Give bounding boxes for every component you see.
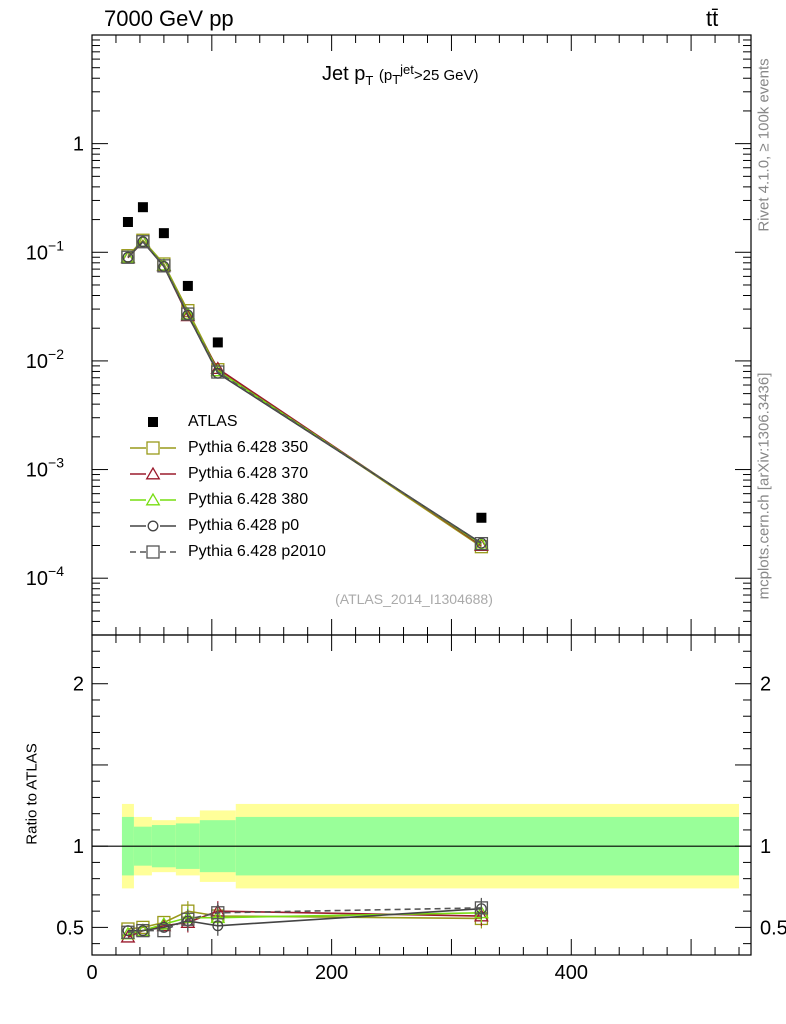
- legend-marker: [148, 417, 158, 427]
- ratio-y-tick-label-right: 1: [760, 836, 771, 858]
- legend-item: Pythia 6.428 p0: [130, 516, 390, 536]
- ratio-y-tick-label-left: 2: [73, 674, 84, 696]
- legend-marker-bg: [146, 545, 160, 559]
- main-y-tick-label: 10−1: [26, 237, 64, 264]
- main-y-tick-label: 1: [73, 134, 84, 156]
- x-tick-label: 200: [315, 962, 348, 984]
- axes-frame: [91, 34, 752, 956]
- title-main: Jet p: [322, 63, 366, 85]
- legend-marker: [146, 545, 160, 559]
- legend-marker-bg: [146, 493, 160, 507]
- title-cut: >25 GeV): [413, 67, 479, 84]
- atlas-data-point: [476, 512, 487, 523]
- chart-title: Jet pT (pTjet>25 GeV): [322, 62, 479, 88]
- ratio-y-tick-label-left: 0.5: [56, 917, 84, 939]
- ratio-point-pythia-6-428-p2010: [211, 906, 225, 920]
- series-point-pythia-6-428-380: [156, 257, 172, 271]
- title-sup-jet: jet: [400, 62, 414, 77]
- series-point-pythia-6-428-p2010: [474, 536, 489, 551]
- legend-label: Pythia 6.428 370: [188, 465, 309, 482]
- energy-label: 7000 GeV pp: [104, 6, 234, 31]
- legend-label: Pythia 6.428 p0: [188, 517, 300, 534]
- legend-marker: [147, 520, 159, 532]
- ratio-point-pythia-6-428-p2010: [157, 923, 171, 938]
- legend-item: Pythia 6.428 p2010: [130, 542, 390, 562]
- main-y-tick-label: 10−3: [26, 455, 64, 482]
- series-point-pythia-6-428-p2010: [136, 235, 150, 249]
- ratio-point-pythia-6-428-p2010: [181, 912, 195, 926]
- legend-item: Pythia 6.428 380: [130, 490, 390, 510]
- atlas-data-point: [158, 228, 169, 239]
- legend-label: Pythia 6.428 350: [188, 439, 309, 456]
- ratio-axis-label: Ratio to ATLAS: [23, 743, 41, 845]
- legend-item: ATLAS: [130, 412, 390, 432]
- legend-label: Pythia 6.428 p2010: [188, 543, 326, 560]
- ratio-y-tick-label-left: 1: [73, 836, 84, 858]
- legend-marker: [145, 492, 161, 506]
- ratio-point-pythia-6-428-p2010: [121, 925, 135, 939]
- legend-label: ATLAS: [188, 413, 238, 430]
- series-line-pythia-6-428-p2010: [127, 240, 482, 545]
- legend-item: Pythia 6.428 370: [130, 464, 390, 484]
- main-y-tick-label: 10−2: [26, 346, 64, 373]
- rivet-version-label: Rivet 4.1.0, ≥ 100k events: [755, 58, 773, 232]
- series-point-pythia-6-428-p2010: [121, 250, 135, 264]
- source-reference-label: mcplots.cern.ch [arXiv:1306.3436]: [755, 372, 773, 600]
- atlas-data-point: [122, 216, 133, 227]
- atlas-data-points: [122, 202, 487, 523]
- title-paren: (p: [378, 67, 393, 84]
- main-y-tick-label: 10−4: [26, 563, 64, 590]
- legend-marker-bg: [146, 467, 160, 481]
- series-point-pythia-6-428-p2010: [211, 365, 225, 379]
- title-sub-t2: T: [392, 72, 401, 87]
- series-point-pythia-6-428-p2010: [157, 259, 171, 273]
- ratio-point-pythia-6-428-p2010: [474, 901, 489, 915]
- series-point-pythia-6-428-p0: [137, 236, 149, 248]
- ratio-point-pythia-6-428-p2010: [136, 923, 150, 938]
- legend-marker: [146, 441, 160, 455]
- ratio-line-pythia-6-428-p2010: [127, 907, 482, 934]
- atlas-data-point: [137, 202, 148, 213]
- legend-marker-bg: [146, 441, 160, 455]
- legend-item: Pythia 6.428 350: [130, 438, 390, 458]
- series-point-pythia-6-428-380: [180, 306, 196, 320]
- atlas-data-point: [182, 280, 193, 291]
- ratio-point-pythia-6-428-p0: [158, 921, 170, 933]
- series-point-pythia-6-428-p2010: [181, 307, 195, 321]
- legend-label: Pythia 6.428 380: [188, 491, 309, 508]
- process-label: tt̄: [706, 6, 719, 31]
- x-tick-label: 400: [555, 962, 588, 984]
- ratio-y-tick-label-right: 0.5: [760, 917, 786, 939]
- ratio-y-tick-label-right: 2: [760, 674, 771, 696]
- legend-marker: [145, 466, 161, 480]
- atlas-data-point: [212, 337, 223, 348]
- ratio-uncertainty-bands: [92, 803, 751, 889]
- series-point-pythia-6-428-p0: [122, 251, 134, 263]
- ratio-point-pythia-6-428-370: [120, 929, 136, 943]
- series-point-pythia-6-428-p0: [475, 537, 487, 549]
- title-sub-t: T: [365, 73, 374, 88]
- analysis-label: (ATLAS_2014_I1304688): [335, 591, 493, 607]
- x-tick-label: 0: [86, 962, 97, 984]
- ratio-panel-frame: [91, 634, 752, 956]
